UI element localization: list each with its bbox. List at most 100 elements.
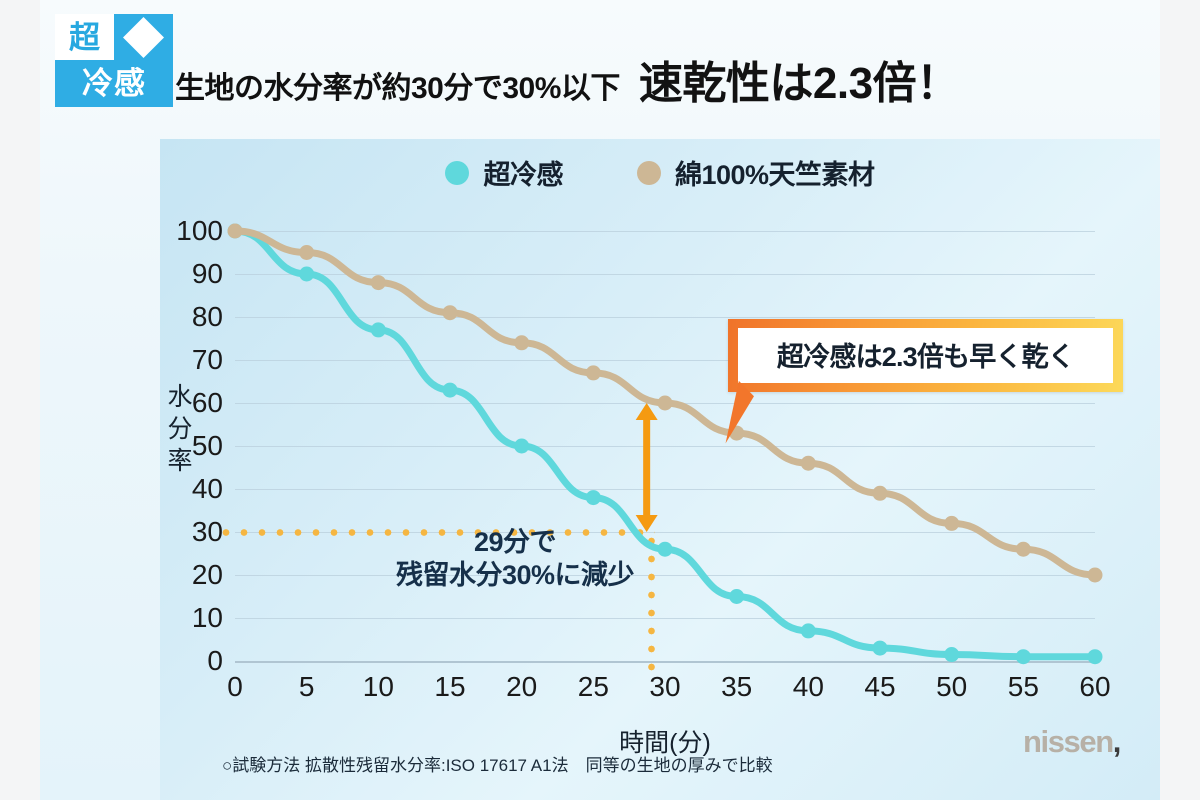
x-tick-20: 20 (506, 671, 538, 702)
guide-line-vertical-29 (647, 532, 655, 675)
annotation-29min: 29分で 残留水分30%に減少 (345, 526, 685, 592)
data-point-0-5 (299, 266, 315, 282)
chart-legend: 超冷感 綿100%天竺素材 (160, 153, 1160, 192)
data-point-0-10 (370, 322, 386, 338)
x-tick-25: 25 (577, 671, 609, 702)
logo-top-row: 超 (55, 14, 173, 60)
gridline-10 (235, 618, 1095, 619)
data-point-0-30 (657, 541, 673, 557)
callout-frame: 超冷感は2.3倍も早く乾く (728, 319, 1123, 392)
data-point-0-20 (514, 438, 530, 454)
callout-box: 超冷感は2.3倍も早く乾く (725, 319, 1123, 448)
data-point-0-50 (944, 647, 960, 663)
y-tick-0: 0 (207, 645, 223, 676)
y-axis-label-char: 分 (167, 415, 193, 443)
data-point-1-50 (944, 515, 960, 531)
y-axis-label-char: 率 (167, 447, 193, 475)
data-point-0-60 (1087, 649, 1103, 665)
gridline-70 (235, 360, 1095, 361)
y-tick-10: 10 (191, 602, 223, 633)
headline-highlight-text: 生地の水分率が約30分で30%以下 (172, 72, 623, 107)
data-point-1-25 (585, 365, 601, 381)
footnote-text: ○試験方法 拡散性残留水分率:ISO 17617 A1法 同等の生地の厚みで比較 (222, 756, 773, 775)
y-tick-20: 20 (191, 559, 223, 590)
plot-area: 0 10 20 30 40 50 60 70 80 90 100 0 5 10 15 20 25 30 35 40 4… (167, 217, 1123, 757)
chart-panel: 超冷感 綿100%天竺素材 0 10 20 30 40 50 60 70 80 90 100 0 5 1… (160, 139, 1160, 800)
page-margin-right (1160, 0, 1200, 800)
gridline-0 (235, 661, 1095, 663)
brand-name: nissen (1022, 724, 1114, 759)
data-point-1-30 (657, 395, 673, 411)
page-margin-left (0, 0, 40, 800)
brand-logo-chorekan: 超 冷感 (55, 14, 173, 107)
x-tick-55: 55 (1007, 671, 1039, 702)
data-point-0-35 (729, 589, 745, 604)
legend-label-0: 超冷感 (483, 160, 563, 190)
legend-label-1: 綿100%天竺素材 (674, 160, 875, 190)
legend-item-1: 綿100%天竺素材 (636, 153, 875, 192)
data-point-0-45 (872, 640, 888, 656)
data-point-1-15 (442, 305, 458, 321)
arrow-head-1 (635, 515, 658, 532)
gap-arrow-icon (635, 403, 658, 532)
data-point-1-35 (729, 425, 745, 441)
data-point-1-40 (800, 455, 816, 471)
legend-swatch-icon-0 (445, 160, 470, 185)
arrow-head-0 (635, 403, 658, 420)
headline: 生地の水分率が約30分で30%以下 速乾性は2.3倍！ (172, 62, 960, 106)
gridline-50 (235, 446, 1095, 447)
y-tick-40: 40 (191, 473, 223, 504)
y-axis-label-char: 水 (167, 383, 193, 411)
x-tick-30: 30 (649, 671, 681, 702)
callout-text: 超冷感は2.3倍も早く乾く (776, 342, 1075, 372)
legend-swatch-icon-1 (636, 160, 661, 185)
logo-char-cho: 超 (55, 14, 114, 60)
x-tick-5: 5 (298, 671, 315, 702)
gridline-40 (235, 489, 1095, 490)
x-tick-10: 10 (362, 671, 394, 702)
x-tick-50: 50 (936, 671, 968, 702)
gridline-30 (235, 532, 1095, 533)
annotation-line-1: 29分で (473, 527, 557, 557)
x-tick-0: 0 (227, 671, 243, 702)
data-point-0-25 (585, 490, 601, 506)
data-point-1-45 (872, 485, 888, 501)
data-point-1-20 (514, 335, 530, 351)
gridline-20 (235, 575, 1095, 576)
x-tick-15: 15 (434, 671, 466, 702)
logo-text-reikan: 冷感 (55, 60, 173, 107)
y-tick-50: 50 (191, 430, 223, 461)
data-point-0-15 (442, 382, 458, 398)
logo-diamond-cell (114, 14, 173, 60)
callout-inner: 超冷感は2.3倍も早く乾く (738, 328, 1113, 383)
y-tick-80: 80 (191, 301, 223, 332)
data-point-1-0 (227, 223, 243, 239)
x-tick-45: 45 (864, 671, 896, 702)
guide-line-horizontal-30 (217, 529, 655, 536)
x-tick-60: 60 (1079, 671, 1111, 702)
series-lines (227, 223, 1103, 665)
data-point-1-55 (1015, 541, 1031, 557)
data-point-1-10 (370, 275, 386, 291)
data-point-1-60 (1087, 567, 1103, 583)
y-tick-70: 70 (191, 344, 223, 375)
y-tick-30: 30 (191, 516, 223, 547)
gridline-90 (235, 274, 1095, 275)
x-tick-40: 40 (792, 671, 824, 702)
y-axis-label: 水分率 (163, 381, 197, 477)
data-point-1-5 (299, 245, 315, 260)
y-tick-90: 90 (191, 258, 223, 289)
data-point-0-40 (800, 623, 816, 639)
diamond-icon (122, 16, 165, 58)
x-tick-35: 35 (721, 671, 753, 702)
gridline-80 (235, 317, 1095, 318)
x-axis-label: 時間(分) (619, 729, 711, 757)
brand-mark: , (1112, 724, 1122, 759)
annotation-line-2: 残留水分30%に減少 (395, 559, 635, 590)
y-tick-100: 100 (176, 215, 223, 246)
y-tick-60: 60 (191, 387, 223, 418)
gridline-100 (235, 231, 1095, 232)
headline-main-text: 速乾性は2.3倍！ (638, 59, 960, 108)
data-point-0-55 (1015, 649, 1031, 665)
